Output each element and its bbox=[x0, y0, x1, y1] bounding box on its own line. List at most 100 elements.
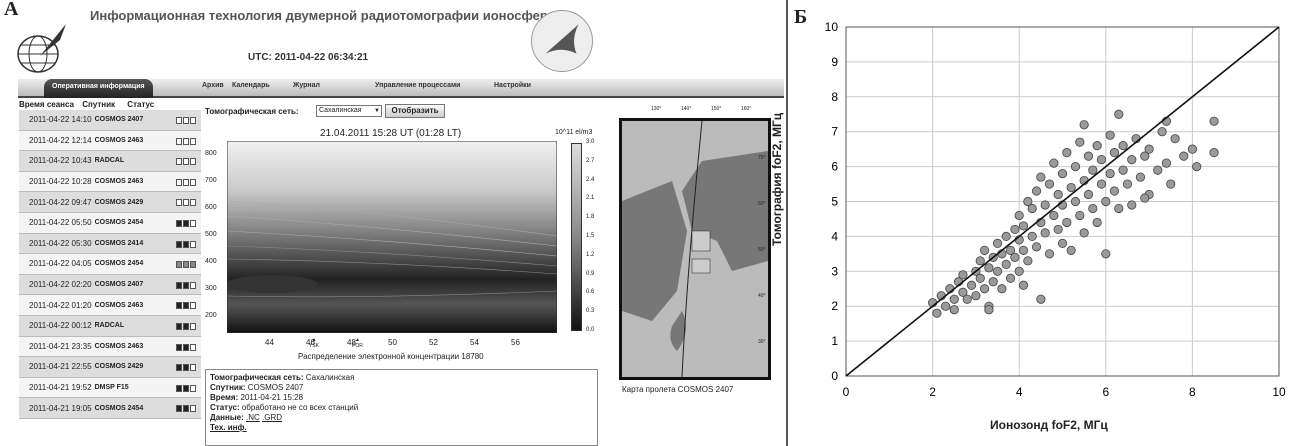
session-row[interactable]: 2011-04-22 00:12 RADCAL bbox=[19, 315, 201, 337]
session-satellite: RADCAL bbox=[94, 322, 125, 330]
session-satellite: COSMOS 2463 bbox=[94, 136, 144, 144]
tab-operative-info[interactable]: Оперативная информация bbox=[44, 79, 153, 98]
session-row[interactable]: 2011-04-22 05:30 COSMOS 2414 bbox=[19, 233, 201, 255]
col-header-time: Время сеанса bbox=[19, 100, 74, 109]
session-row[interactable]: 2011-04-22 01:20 COSMOS 2463 bbox=[19, 295, 201, 316]
data-point bbox=[1049, 158, 1059, 168]
data-point bbox=[1018, 280, 1029, 290]
session-time: 2011-04-21 22:55 bbox=[29, 362, 92, 372]
session-time: 2011-04-22 09:47 bbox=[29, 197, 92, 207]
colorbar-tick: 0.0 bbox=[586, 327, 595, 333]
y-tick-label: 0 bbox=[831, 369, 838, 383]
session-row[interactable]: 2011-04-21 23:35 COSMOS 2463 bbox=[19, 336, 201, 358]
data-point bbox=[1018, 245, 1029, 255]
info-sat-label: Спутник: bbox=[210, 383, 246, 392]
data-point bbox=[940, 301, 951, 311]
data-point bbox=[1135, 172, 1146, 182]
info-data-label: Данные: bbox=[210, 413, 244, 422]
session-row[interactable]: 2011-04-21 19:05 COSMOS 2454 bbox=[19, 398, 201, 419]
tab-journal[interactable]: Журнал bbox=[293, 82, 320, 89]
data-point bbox=[1070, 162, 1081, 172]
y-tick-label: 6 bbox=[831, 160, 838, 174]
utc-clock: UTC: 2011-04-22 06:34:21 bbox=[248, 52, 369, 63]
info-time-value: 2011-04-21 15:28 bbox=[240, 393, 304, 402]
data-point bbox=[1044, 249, 1055, 259]
tab-archive[interactable]: Архив bbox=[202, 82, 224, 89]
session-list: 2011-04-22 14:10 COSMOS 2407 2011-04-22 12… bbox=[19, 110, 201, 419]
session-row[interactable]: 2011-04-22 09:47 COSMOS 2429 bbox=[19, 192, 201, 213]
status-indicator-icon bbox=[176, 219, 196, 227]
data-point bbox=[988, 277, 998, 287]
session-row[interactable]: 2011-04-22 14:10 COSMOS 2407 bbox=[19, 110, 201, 131]
data-point bbox=[1166, 179, 1176, 189]
tomogram-y-tick: 200 bbox=[205, 312, 217, 319]
tab-calendar[interactable]: Календарь bbox=[232, 82, 270, 89]
info-sat-value: COSMOS 2407 bbox=[247, 383, 304, 392]
data-point bbox=[949, 305, 959, 315]
data-point bbox=[1187, 144, 1197, 154]
status-indicator-icon bbox=[176, 405, 196, 413]
data-point bbox=[1088, 165, 1098, 175]
data-point bbox=[1005, 273, 1016, 283]
data-point bbox=[1066, 245, 1076, 255]
col-header-status: Статус bbox=[127, 100, 155, 109]
data-point bbox=[1014, 266, 1024, 276]
y-tick-label: 4 bbox=[831, 229, 838, 243]
session-row[interactable]: 2011-04-22 05:50 COSMOS 2454 bbox=[19, 212, 201, 234]
session-satellite: COSMOS 2463 bbox=[94, 301, 144, 309]
tomogram-x-tick: 56 bbox=[511, 338, 520, 347]
tomogram-caption: Распределение электронной концентрации 1… bbox=[298, 352, 484, 361]
data-point bbox=[1079, 228, 1089, 238]
map-lon-tick: 150° bbox=[711, 106, 722, 112]
show-button[interactable]: Отобразить bbox=[385, 104, 445, 118]
status-indicator-icon bbox=[176, 322, 196, 330]
session-time: 2011-04-22 02:20 bbox=[29, 280, 92, 290]
data-grd-link[interactable]: .GRD bbox=[262, 413, 283, 422]
session-row[interactable]: 2011-04-22 02:20 COSMOS 2407 bbox=[19, 274, 201, 296]
data-point bbox=[979, 245, 990, 255]
data-point bbox=[1209, 148, 1219, 158]
session-time: 2011-04-22 00:12 bbox=[29, 321, 92, 331]
data-point bbox=[1027, 231, 1037, 241]
data-point bbox=[1040, 200, 1050, 210]
data-point bbox=[975, 256, 985, 266]
tomogram-y-tick: 300 bbox=[205, 285, 217, 292]
session-satellite: COSMOS 2407 bbox=[94, 116, 144, 124]
status-indicator-icon bbox=[176, 302, 196, 310]
status-indicator-icon bbox=[176, 117, 196, 124]
data-point bbox=[1001, 259, 1011, 269]
tab-settings[interactable]: Настройки bbox=[494, 82, 531, 89]
session-satellite: COSMOS 2454 bbox=[94, 219, 144, 227]
data-point bbox=[1127, 155, 1137, 165]
session-row[interactable]: 2011-04-22 10:28 COSMOS 2463 bbox=[19, 171, 201, 193]
session-time: 2011-04-22 05:30 bbox=[29, 238, 92, 248]
tech-info-link[interactable]: Тех. инф. bbox=[210, 423, 247, 432]
network-select[interactable]: Сахалинская ▼ bbox=[316, 105, 382, 117]
session-row[interactable]: 2011-04-22 10:43 RADCAL bbox=[19, 151, 201, 172]
session-time: 2011-04-22 12:14 bbox=[29, 135, 92, 145]
session-table-header: Время сеанса Спутник Статус bbox=[19, 100, 154, 109]
data-point bbox=[1083, 151, 1094, 161]
session-row[interactable]: 2011-04-21 22:55 COSMOS 2429 bbox=[19, 357, 201, 378]
data-point bbox=[1118, 141, 1128, 151]
data-point bbox=[1049, 210, 1059, 221]
session-time: 2011-04-22 14:10 bbox=[29, 115, 92, 125]
scatter-chart: 0 1 2 3 4 5 6 7 8 9 10 0 2 4 6 8 10 bbox=[825, 20, 1286, 399]
y-tick-label: 10 bbox=[825, 20, 839, 34]
data-point bbox=[1105, 168, 1115, 179]
session-row[interactable]: 2011-04-22 04:05 COSMOS 2454 bbox=[19, 254, 201, 275]
colorbar-tick: 2.1 bbox=[586, 195, 595, 202]
tab-process-control[interactable]: Управление процессами bbox=[375, 82, 461, 89]
x-tick-label: 0 bbox=[843, 385, 850, 399]
data-point bbox=[1053, 224, 1063, 235]
data-point bbox=[958, 270, 968, 280]
info-status-label: Статус: bbox=[210, 403, 240, 412]
session-row[interactable]: 2011-04-21 19:52 DMSP F15 bbox=[19, 377, 201, 399]
data-point bbox=[1057, 168, 1068, 179]
data-point bbox=[1127, 200, 1137, 210]
status-indicator-icon bbox=[176, 240, 196, 248]
data-point bbox=[1057, 238, 1068, 248]
map-lat-tick: 50° bbox=[758, 247, 766, 253]
data-nc-link[interactable]: .NC bbox=[246, 413, 260, 422]
session-row[interactable]: 2011-04-22 12:14 COSMOS 2463 bbox=[19, 130, 201, 152]
